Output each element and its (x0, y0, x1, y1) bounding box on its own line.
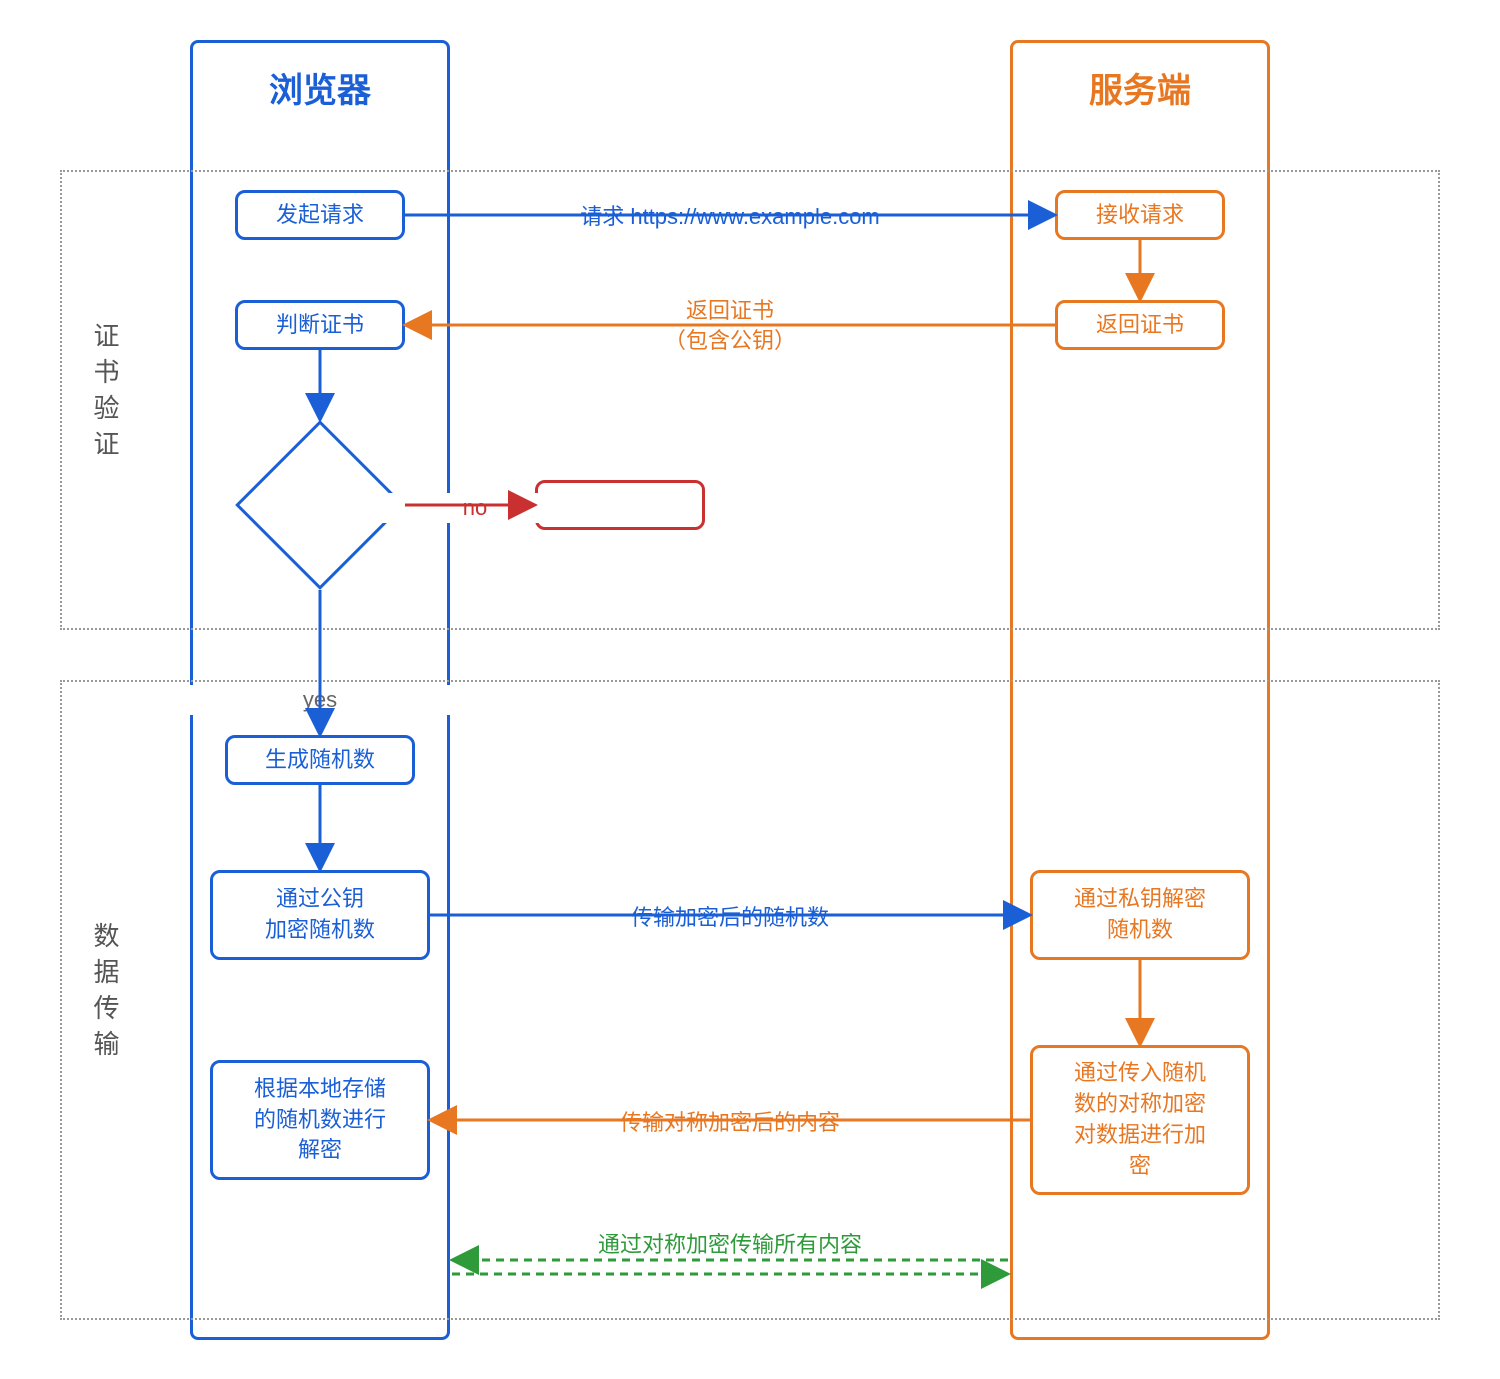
node-s_recv: 接收请求 (1055, 190, 1225, 240)
phase-verify-label: 证书验证 (87, 322, 124, 466)
phase-transport-label: 数据传输 (87, 922, 124, 1066)
bidir-label: 通过对称加密传输所有内容 (510, 1230, 950, 1260)
edge-label-s_symenc-b_localdec: 传输对称加密后的内容 (530, 1108, 930, 1138)
edge-label-b_valid-b_rand: yes (120, 685, 520, 715)
node-s_retcert: 返回证书 (1055, 300, 1225, 350)
node-b_judge: 判断证书 (235, 300, 405, 350)
node-b_rand: 生成随机数 (225, 735, 415, 785)
edge-label-b_encrypt-s_decrypt: 传输加密后的随机数 (530, 903, 930, 933)
node-b_localdec: 根据本地存储 的随机数进行 解密 (210, 1060, 430, 1180)
node-s_symenc: 通过传入随机 数的对称加密 对数据进行加 密 (1030, 1045, 1250, 1195)
edge-label-b_valid-b_warn: no (275, 493, 675, 523)
server-lane-title: 服务端 (1013, 63, 1267, 112)
browser-lane-title: 浏览器 (193, 63, 447, 112)
node-s_decrypt: 通过私钥解密 随机数 (1030, 870, 1250, 960)
edge-label-b_req-s_recv: 请求 https://www.example.com (530, 202, 930, 232)
node-b_req: 发起请求 (235, 190, 405, 240)
node-b_encrypt: 通过公钥 加密随机数 (210, 870, 430, 960)
edge-label-s_retcert-b_judge: 返回证书 （包含公钥） (530, 296, 930, 355)
